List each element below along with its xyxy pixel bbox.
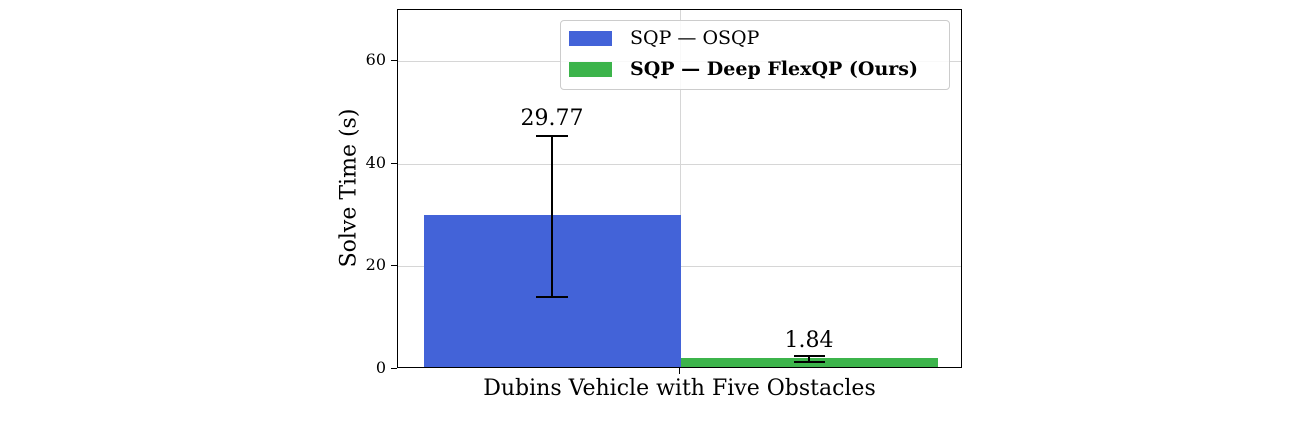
xtick <box>679 368 681 374</box>
legend-item-osqp: SQP — OSQP <box>569 27 759 49</box>
legend-swatch-osqp <box>569 30 612 46</box>
bar-label-flexqp: 1.84 <box>784 328 834 353</box>
ytick-label-0: 0 <box>375 358 386 377</box>
ytick-40 <box>391 163 397 165</box>
ytick-label-60: 60 <box>365 50 386 69</box>
legend-label-flexqp: SQP — Deep FlexQP (Ours) <box>630 58 918 80</box>
y-axis-label: Solve Time (s) <box>336 108 362 268</box>
errorbar-cap-bottom-osqp <box>536 296 568 298</box>
ytick-label-20: 20 <box>365 255 386 274</box>
bar-label-osqp: 29.77 <box>520 106 584 131</box>
ytick-20 <box>391 265 397 267</box>
ytick-60 <box>391 60 397 62</box>
legend-item-flexqp: SQP — Deep FlexQP (Ours) <box>569 58 918 80</box>
gridline-x <box>680 10 681 367</box>
errorbar-osqp <box>551 136 553 297</box>
legend-swatch-flexqp <box>569 61 612 77</box>
ytick-0 <box>391 368 397 370</box>
errorbar-cap-top-osqp <box>536 135 568 137</box>
gridline-40 <box>398 164 961 165</box>
errorbar-cap-bottom-flexqp <box>794 361 825 363</box>
legend-label-osqp: SQP — OSQP <box>630 27 760 49</box>
plot-area: 29.77 1.84 <box>397 9 962 368</box>
errorbar-flexqp <box>808 356 810 362</box>
legend: SQP — OSQP SQP — Deep FlexQP (Ours) <box>560 20 950 90</box>
errorbar-cap-top-flexqp <box>794 355 825 357</box>
x-axis-label: Dubins Vehicle with Five Obstacles <box>483 376 876 401</box>
ytick-label-40: 40 <box>365 153 386 172</box>
